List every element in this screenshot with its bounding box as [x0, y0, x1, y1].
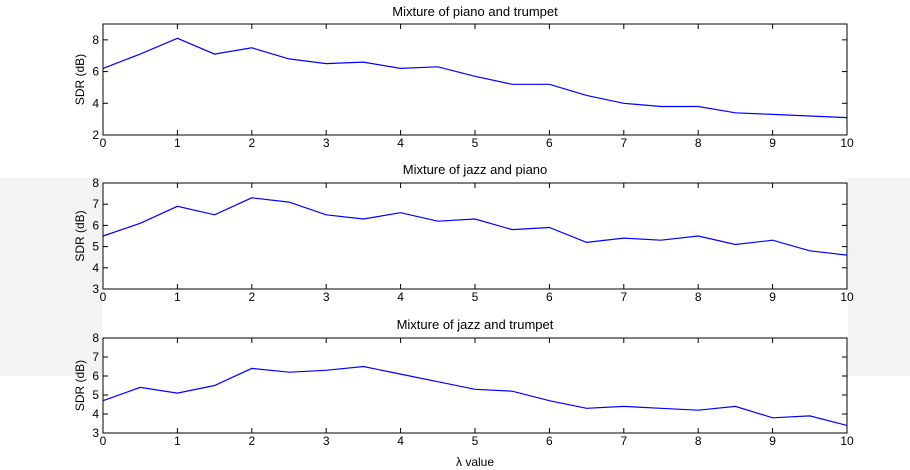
chart-title: Mixture of piano and trumpet: [392, 4, 558, 19]
y-axis-label: SDR (dB): [73, 54, 87, 105]
x-tick-label: 4: [397, 290, 404, 304]
x-tick-label: 7: [620, 434, 627, 448]
x-tick-label: 5: [472, 136, 479, 150]
y-tick-label: 3: [92, 282, 99, 296]
axes-box: [102, 23, 848, 136]
y-tick-label: 3: [92, 426, 99, 440]
x-tick-label: 8: [695, 136, 702, 150]
y-tick-label: 6: [92, 65, 99, 79]
x-tick-label: 7: [620, 290, 627, 304]
chart-title: Mixture of jazz and trumpet: [397, 317, 554, 332]
x-tick-label: 9: [769, 434, 776, 448]
y-tick-label: 5: [92, 388, 99, 402]
subplot-3: 0 1 2 3 4 5 6 7 8 9 10 3 4 5 6 7 8 Mixture of jazz and tr…: [73, 317, 854, 469]
x-tick-label: 5: [472, 434, 479, 448]
y-tick-label: 7: [92, 350, 99, 364]
y-axis-label: SDR (dB): [73, 360, 87, 411]
x-tick-label: 3: [323, 290, 330, 304]
x-tick-label: 6: [546, 290, 553, 304]
x-axis-label: λ value: [456, 455, 494, 469]
series-line-1: [102, 365, 848, 426]
watermark-right-panel: [848, 178, 910, 376]
x-tick-label: 7: [620, 136, 627, 150]
x-tick-label: 10: [840, 434, 854, 448]
chart-title: Mixture of jazz and piano: [403, 162, 548, 177]
x-tick-label: 8: [695, 290, 702, 304]
x-tick-label: 3: [323, 136, 330, 150]
y-tick-label: 5: [92, 240, 99, 254]
x-tick-label: 1: [174, 290, 181, 304]
x-tick-label: 2: [248, 136, 255, 150]
y-tick-label: 4: [92, 407, 99, 421]
x-tick-label: 1: [174, 434, 181, 448]
x-tick-label: 9: [769, 290, 776, 304]
series-line-1: [102, 197, 848, 256]
x-tick-label: 6: [546, 434, 553, 448]
y-tick-label: 6: [92, 218, 99, 232]
x-tick-label: 5: [472, 290, 479, 304]
subplot-1: 0 1 2 3 4 5 6 7 8 9 10 2 4 6 8 Mixture of piano and tru…: [73, 4, 854, 150]
x-tick-label: 2: [248, 434, 255, 448]
y-tick-label: 8: [92, 331, 99, 345]
x-tick-label: 4: [397, 136, 404, 150]
y-axis-label: SDR (dB): [73, 210, 87, 261]
watermark-left-panel: [0, 178, 102, 376]
x-tick-label: 3: [323, 434, 330, 448]
y-tick-label: 2: [92, 128, 99, 142]
y-tick-label: 8: [92, 33, 99, 47]
x-tick-label: 8: [695, 434, 702, 448]
x-tick-label: 1: [174, 136, 181, 150]
x-tick-label: 0: [100, 136, 107, 150]
series-line-1: [102, 37, 848, 119]
y-tick-label: 4: [92, 96, 99, 110]
subplot-2: 0 1 2 3 4 5 6 7 8 9 10 3 4 5 6 7 8 Mixture of jazz and pi…: [73, 162, 854, 304]
x-tick-label: 10: [840, 290, 854, 304]
x-tick-label: 0: [100, 434, 107, 448]
axes-box: [102, 337, 848, 434]
x-tick-label: 2: [248, 290, 255, 304]
y-tick-label: 7: [92, 197, 99, 211]
x-tick-label: 10: [840, 136, 854, 150]
axes-box: [102, 182, 848, 290]
y-tick-label: 8: [92, 176, 99, 190]
y-tick-label: 6: [92, 369, 99, 383]
y-tick-label: 4: [92, 261, 99, 275]
x-tick-label: 4: [397, 434, 404, 448]
x-tick-label: 0: [100, 290, 107, 304]
x-tick-label: 9: [769, 136, 776, 150]
x-tick-label: 6: [546, 136, 553, 150]
